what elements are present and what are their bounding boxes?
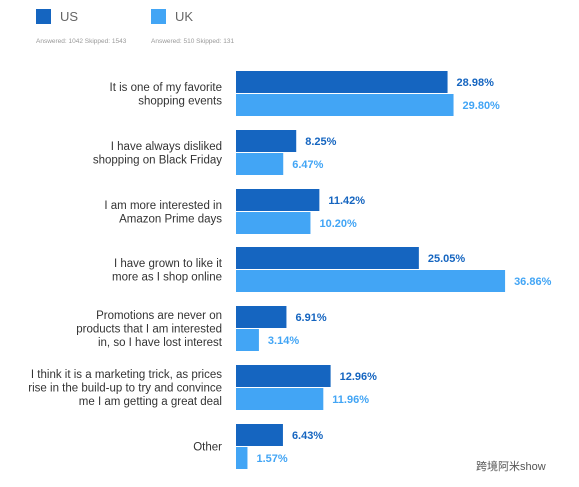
category-label-4-i-have-grown-to-like-it: I have grown to like it bbox=[114, 258, 223, 270]
legend-swatch-us bbox=[36, 9, 51, 24]
bar-us-1 bbox=[236, 71, 448, 93]
bar-us-7 bbox=[236, 424, 283, 446]
data-label-us-3: 11.42% bbox=[328, 195, 365, 207]
category-label-2-i-have-always-disliked: shopping on Black Friday bbox=[93, 154, 222, 166]
data-label-uk-7: 1.57% bbox=[256, 453, 287, 465]
bar-uk-2 bbox=[236, 153, 284, 175]
bar-uk-7 bbox=[236, 447, 248, 469]
category-label-5-promotions-are-never-on: products that I am interested bbox=[76, 324, 222, 336]
watermark-text: 跨境阿米show bbox=[476, 461, 546, 473]
bar-uk-5 bbox=[236, 329, 259, 351]
legend-label-us: US bbox=[60, 9, 79, 24]
data-label-us-5: 6.91% bbox=[295, 312, 326, 324]
category-label-1-it-is-one-of-my-favorite: shopping events bbox=[138, 95, 222, 107]
data-label-uk-5: 3.14% bbox=[268, 335, 299, 347]
category-label-6-i-think-it-is-a-marketin: I think it is a marketing trick, as pric… bbox=[31, 369, 222, 381]
bar-us-2 bbox=[236, 130, 297, 152]
category-label-3-i-am-more-interested-in: I am more interested in bbox=[104, 200, 222, 212]
category-label-5-promotions-are-never-on: Promotions are never on bbox=[96, 310, 222, 322]
bar-us-3 bbox=[236, 189, 320, 211]
data-label-uk-2: 6.47% bbox=[292, 159, 323, 171]
category-label-5-promotions-are-never-on: in, so I have lost interest bbox=[98, 337, 223, 349]
legend-swatch-uk bbox=[151, 9, 166, 24]
bar-uk-1 bbox=[236, 94, 454, 116]
bar-uk-3 bbox=[236, 212, 311, 234]
category-label-6-i-think-it-is-a-marketin: me I am getting a great deal bbox=[79, 396, 222, 408]
category-label-6-i-think-it-is-a-marketin: rise in the build-up to try and convince bbox=[28, 383, 222, 395]
data-label-us-2: 8.25% bbox=[305, 136, 336, 148]
category-label-3-i-am-more-interested-in: Amazon Prime days bbox=[119, 213, 222, 225]
bar-us-5 bbox=[236, 306, 287, 328]
data-label-uk-3: 10.20% bbox=[319, 218, 357, 230]
category-label-1-it-is-one-of-my-favorite: It is one of my favorite bbox=[110, 82, 223, 94]
category-label-4-i-have-grown-to-like-it: more as I shop online bbox=[112, 271, 222, 283]
data-label-us-1: 28.98% bbox=[457, 77, 495, 89]
bar-uk-4 bbox=[236, 270, 506, 292]
category-label-2-i-have-always-disliked: I have always disliked bbox=[111, 141, 222, 153]
bar-us-6 bbox=[236, 365, 331, 387]
data-label-us-6: 12.96% bbox=[340, 371, 378, 383]
bar-us-4 bbox=[236, 247, 419, 269]
legend: US Answered: 1042 Skipped: 1543 UK Answe… bbox=[0, 0, 579, 50]
data-label-uk-4: 36.86% bbox=[514, 276, 552, 288]
legend-note-uk: Answered: 510 Skipped: 131 bbox=[151, 38, 235, 45]
legend-note-us: Answered: 1042 Skipped: 1543 bbox=[36, 38, 127, 45]
bar-uk-6 bbox=[236, 388, 324, 410]
legend-label-uk: UK bbox=[175, 9, 194, 24]
data-label-us-7: 6.43% bbox=[292, 430, 323, 442]
data-label-uk-6: 11.96% bbox=[332, 394, 369, 406]
category-label-7-other: Other bbox=[193, 442, 222, 454]
data-label-uk-1: 29.80% bbox=[463, 100, 501, 112]
data-label-us-4: 25.05% bbox=[428, 253, 466, 265]
